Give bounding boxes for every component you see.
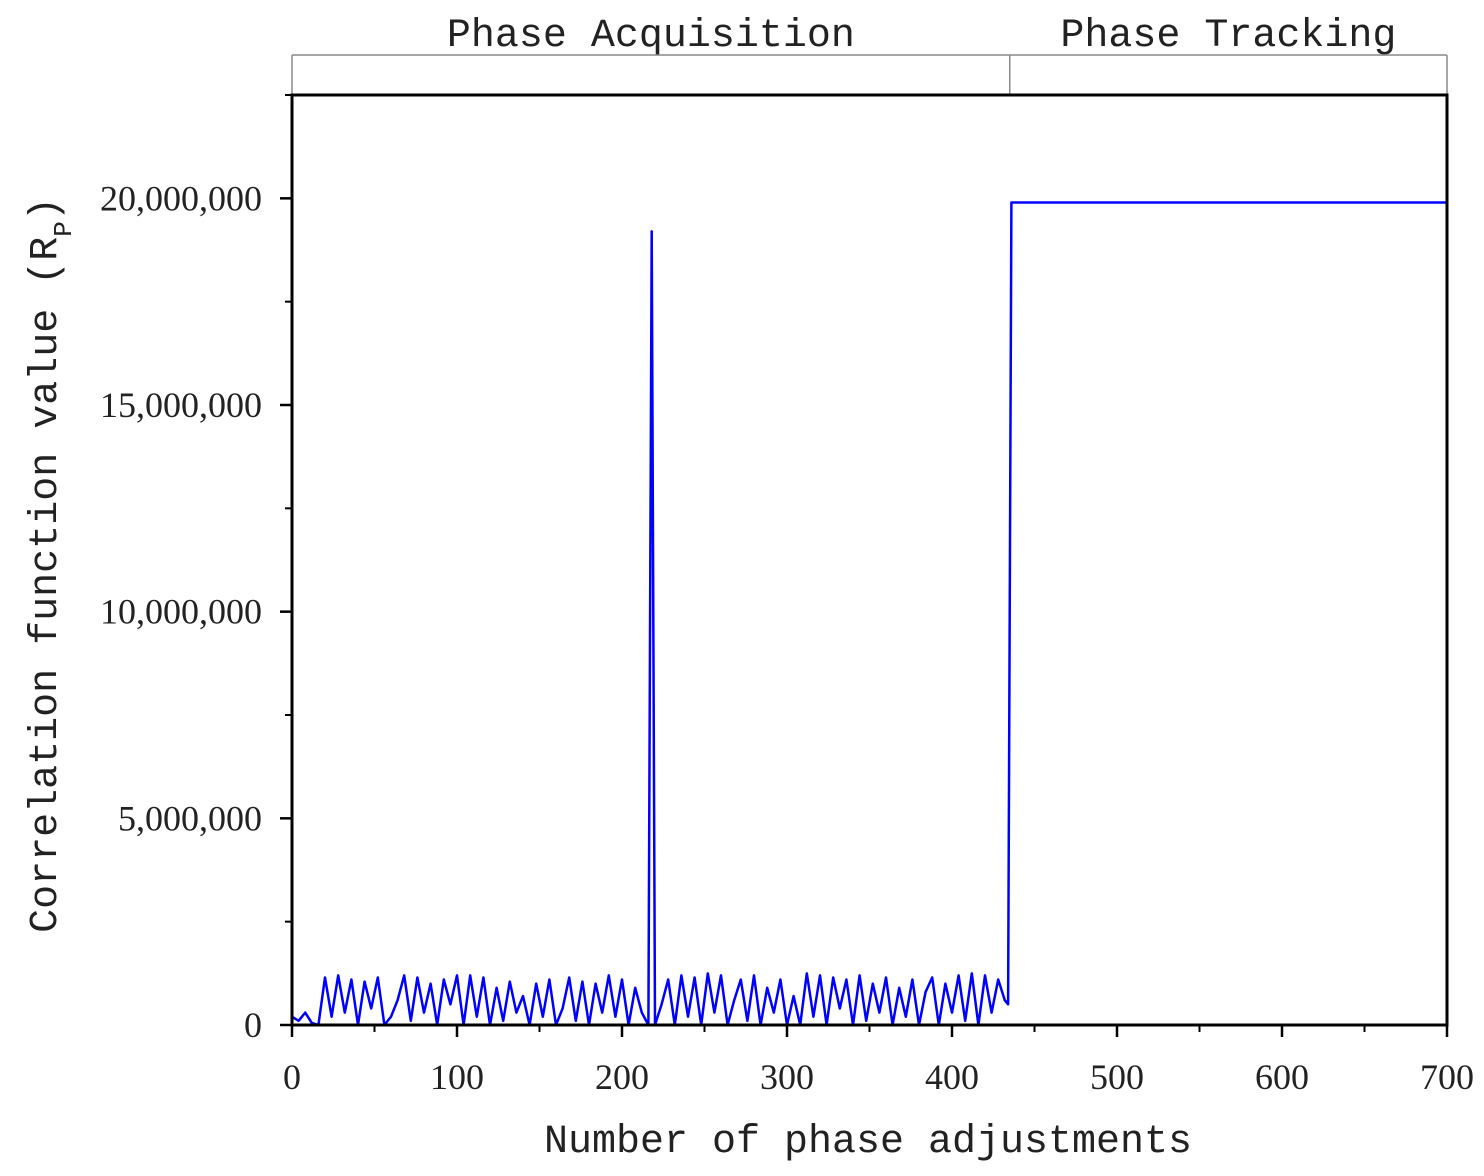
y-tick-label: 10,000,000 (100, 592, 262, 632)
x-tick-label: 200 (595, 1057, 649, 1097)
y-axis-label-sub: P (49, 221, 79, 237)
plot-frame (290, 93, 1449, 1027)
data-line (291, 201, 1447, 1027)
x-tick-label: 300 (760, 1057, 814, 1097)
y-tick-label: 15,000,000 (100, 385, 262, 425)
y-tick-label: 20,000,000 (100, 178, 262, 218)
x-tick-label: 500 (1090, 1057, 1144, 1097)
region-label: Phase Acquisition (447, 14, 855, 59)
x-tick-label: 700 (1420, 1057, 1474, 1097)
y-axis-label-main: Correlation function value (R (24, 237, 69, 933)
region-label: Phase Tracking (1060, 14, 1396, 59)
x-tick-label: 100 (430, 1057, 484, 1097)
y-tick-label: 0 (244, 1005, 262, 1045)
x-tick-label: 0 (283, 1057, 301, 1097)
y-axis-label: Correlation function value (RP) (24, 197, 79, 933)
x-tick-label: 400 (925, 1057, 979, 1097)
x-axis-label: Number of phase adjustments (544, 1120, 1192, 1165)
x-tick-label: 600 (1255, 1057, 1309, 1097)
y-axis-label-end: ) (24, 197, 69, 221)
y-tick-label: 5,000,000 (118, 798, 262, 838)
